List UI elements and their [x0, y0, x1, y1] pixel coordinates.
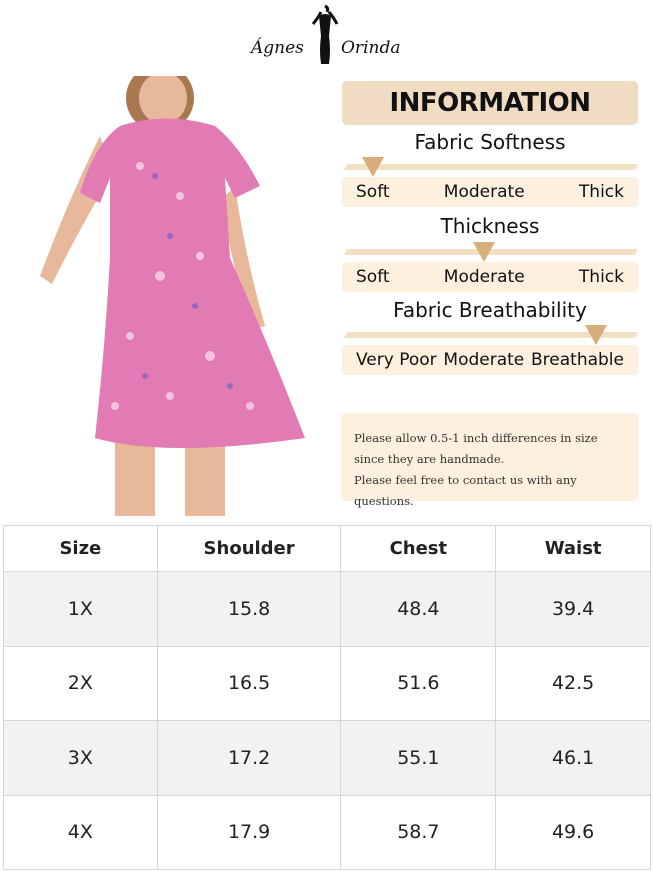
brand-right: Orinda	[341, 38, 401, 58]
scale-title-thickness: Thickness	[440, 214, 540, 238]
scale-label: Very Poor	[356, 350, 437, 370]
scale-labels-softness: Soft Moderate Thick	[342, 177, 638, 207]
column-header: Size	[3, 525, 158, 572]
table-cell: 49.6	[495, 794, 651, 870]
scale-bar-softness	[344, 164, 638, 170]
scale-label: Thick	[578, 267, 624, 287]
table-row: 1X 15.8 48.4 39.4	[3, 571, 651, 647]
scale-label: Soft	[356, 267, 390, 287]
brand-left: Ágnes	[251, 38, 304, 58]
marker-triangle-icon	[585, 325, 607, 345]
table-cell: 17.2	[156, 720, 342, 796]
scale-label: Soft	[356, 182, 390, 202]
table-row: 2X 16.5 51.6 42.5	[3, 645, 651, 721]
scale-title-softness: Fabric Softness	[414, 130, 566, 154]
table-header-row: Size Shoulder Chest Waist	[3, 525, 651, 572]
scale-label: Moderate	[443, 350, 525, 370]
brand-logo: Ágnes Orinda	[245, 2, 405, 72]
scale-label: Breathable	[531, 350, 624, 370]
table-cell: 55.1	[340, 720, 497, 796]
note-line: Please feel free to contact us with any …	[354, 473, 577, 508]
table-cell: 42.5	[495, 645, 651, 721]
table-cell: 48.4	[340, 571, 497, 647]
size-chart-table: Size Shoulder Chest Waist 1X 15.8 48.4 39.4…	[3, 525, 651, 870]
table-cell: 4X	[3, 794, 158, 870]
table-cell: 51.6	[340, 645, 497, 721]
table-cell: 3X	[3, 720, 158, 796]
scale-bar-breathability	[344, 332, 638, 338]
scale-title-breathability: Fabric Breathability	[393, 298, 587, 322]
table-row: 4X 17.9 58.7 49.6	[3, 794, 651, 870]
silhouette-logo-icon	[311, 4, 339, 64]
scale-label: Moderate	[443, 267, 525, 287]
table-cell: 39.4	[495, 571, 651, 647]
scale-label: Moderate	[443, 182, 525, 202]
scale-labels-breathability: Very Poor Moderate Breathable	[342, 345, 638, 375]
scale-label: Thick	[578, 182, 624, 202]
column-header: Waist	[495, 525, 651, 572]
marker-triangle-icon	[473, 242, 495, 262]
table-cell: 2X	[3, 645, 158, 721]
column-header: Chest	[340, 525, 497, 572]
table-cell: 1X	[3, 571, 158, 647]
table-cell: 16.5	[156, 645, 342, 721]
table-cell: 46.1	[495, 720, 651, 796]
size-note: Please allow 0.5-1 inch differences in s…	[341, 413, 638, 508]
note-line: Please allow 0.5-1 inch differences in s…	[354, 431, 598, 445]
table-cell: 15.8	[156, 571, 342, 647]
column-header: Shoulder	[156, 525, 342, 572]
information-header: INFORMATION	[342, 81, 638, 125]
scale-labels-thickness: Soft Moderate Thick	[342, 262, 638, 292]
table-cell: 58.7	[340, 794, 497, 870]
marker-triangle-icon	[362, 157, 384, 177]
note-line: since they are handmade.	[354, 452, 505, 466]
product-photo	[40, 76, 305, 516]
table-cell: 17.9	[156, 794, 342, 870]
table-row: 3X 17.2 55.1 46.1	[3, 720, 651, 796]
